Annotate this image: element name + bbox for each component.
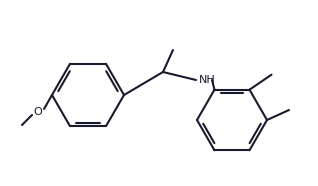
Text: NH: NH (199, 75, 216, 85)
Text: O: O (34, 107, 42, 117)
